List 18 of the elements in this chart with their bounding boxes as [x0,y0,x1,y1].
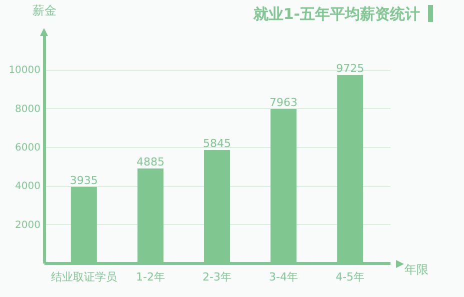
x-tick-label: 2-3年 [202,270,232,284]
chart-title: 就业1-五年平均薪资统计 [253,5,420,24]
data-label: 9725 [336,62,364,75]
y-axis-title: 薪金 [32,4,56,18]
data-label: 3935 [70,174,98,187]
y-tick-label: 4000 [15,181,40,192]
y-tick-label: 6000 [15,142,40,154]
data-label: 7963 [270,96,298,110]
x-tick-label: 结业取证学员 [50,270,117,284]
y-tick-label: 2000 [15,220,40,231]
x-axis-title: 年限 [404,262,428,276]
x-tick-label: 3-4年 [269,270,298,284]
x-tick-label: 1-2年 [136,270,165,284]
data-label: 4885 [136,156,164,169]
data-label: 5845 [203,136,231,150]
y-tick-label: 10000 [8,65,40,76]
y-tick-label: 8000 [15,104,40,115]
x-tick-label: 4-5年 [336,270,365,284]
